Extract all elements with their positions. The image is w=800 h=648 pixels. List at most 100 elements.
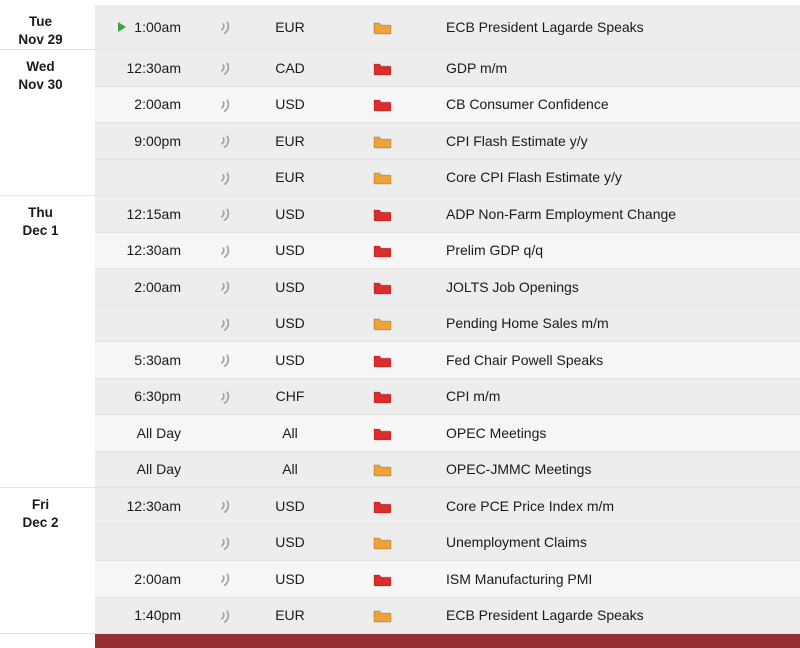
date-cell: Tue Nov 29 bbox=[0, 5, 95, 50]
date-cell: Wed Nov 30 bbox=[0, 49, 95, 196]
audio-cell bbox=[195, 232, 255, 269]
audio-cell bbox=[195, 305, 255, 342]
impact-icon bbox=[373, 21, 392, 35]
event-currency: USD bbox=[255, 86, 325, 123]
event-title: OPEC Meetings bbox=[440, 414, 800, 452]
event-time: 1:00am bbox=[134, 19, 181, 35]
event-row[interactable]: All Day All OPEC-JMMC Meetings bbox=[0, 451, 800, 488]
event-row[interactable]: 5:30am USD Fed Chair Powell Speaks bbox=[0, 341, 800, 379]
impact-cell bbox=[325, 341, 440, 379]
event-time-cell: 12:15am bbox=[95, 195, 195, 233]
impact-folder-icon bbox=[373, 537, 392, 550]
event-currency: USD bbox=[255, 305, 325, 342]
event-title: Prelim GDP q/q bbox=[440, 232, 800, 269]
event-time-cell bbox=[95, 524, 195, 561]
event-row[interactable]: Fri Dec 2 12:30am USD Core PCE Price Ind… bbox=[0, 487, 800, 634]
impact-folder-icon bbox=[373, 99, 392, 112]
impact-icon bbox=[373, 208, 392, 222]
audio-cell bbox=[195, 560, 255, 598]
event-currency: USD bbox=[255, 232, 325, 269]
impact-cell bbox=[325, 268, 440, 306]
impact-cell bbox=[325, 560, 440, 598]
impact-folder-icon bbox=[373, 245, 392, 258]
date-daynum: Dec 1 bbox=[22, 223, 59, 238]
event-time: 5:30am bbox=[134, 351, 181, 368]
event-title: Fed Chair Powell Speaks bbox=[440, 341, 800, 379]
event-title: CPI m/m bbox=[440, 378, 800, 415]
event-row[interactable]: 1:40pm EUR ECB President Lagarde Speaks bbox=[0, 597, 800, 634]
impact-icon bbox=[373, 500, 392, 514]
event-row[interactable]: 12:30am USD Prelim GDP q/q bbox=[0, 232, 800, 269]
impact-icon bbox=[373, 62, 392, 76]
event-currency: USD bbox=[255, 341, 325, 379]
event-currency: EUR bbox=[255, 122, 325, 160]
event-currency: USD bbox=[255, 268, 325, 306]
speech-waves-icon bbox=[220, 21, 230, 35]
event-time-cell: 2:00am bbox=[95, 268, 195, 306]
event-currency: EUR bbox=[255, 159, 325, 196]
event-currency: CAD bbox=[255, 49, 325, 87]
event-currency: USD bbox=[255, 487, 325, 525]
speech-waves-icon bbox=[220, 135, 230, 149]
event-row[interactable]: Tue Nov 29 1:00am EUR ECB President Laga… bbox=[0, 5, 800, 50]
audio-cell bbox=[195, 5, 255, 50]
impact-folder-icon bbox=[373, 574, 392, 587]
event-time-cell: All Day bbox=[95, 451, 195, 488]
event-time: All Day bbox=[136, 424, 181, 441]
event-time: 6:30pm bbox=[134, 388, 181, 405]
event-row[interactable]: EUR Core CPI Flash Estimate y/y bbox=[0, 159, 800, 196]
audio-cell bbox=[195, 86, 255, 123]
date-daynum: Dec 2 bbox=[22, 515, 59, 530]
event-row[interactable]: 2:00am USD CB Consumer Confidence bbox=[0, 86, 800, 123]
event-currency: All bbox=[255, 451, 325, 488]
speech-waves-icon bbox=[220, 391, 230, 404]
impact-folder-icon bbox=[373, 63, 392, 76]
audio-cell bbox=[195, 122, 255, 160]
impact-folder-icon bbox=[373, 22, 392, 35]
event-currency: EUR bbox=[255, 5, 325, 50]
audio-cell bbox=[195, 159, 255, 196]
event-time-cell: 5:30am bbox=[95, 341, 195, 379]
audio-cell bbox=[195, 49, 255, 87]
event-row[interactable]: Wed Nov 30 12:30am CAD GDP m/m bbox=[0, 49, 800, 196]
event-time: 2:00am bbox=[134, 96, 181, 113]
event-title: GDP m/m bbox=[440, 49, 800, 87]
audio-cell bbox=[195, 487, 255, 525]
impact-cell bbox=[325, 49, 440, 87]
event-currency: USD bbox=[255, 560, 325, 598]
impact-icon bbox=[373, 390, 392, 404]
impact-icon bbox=[373, 281, 392, 295]
impact-folder-icon bbox=[373, 136, 392, 149]
impact-icon bbox=[373, 317, 392, 331]
event-time-cell: 9:00pm bbox=[95, 122, 195, 160]
event-row[interactable]: 2:00am USD JOLTS Job Openings bbox=[0, 268, 800, 306]
event-title: ECB President Lagarde Speaks bbox=[440, 5, 800, 50]
event-time: 1:40pm bbox=[134, 607, 181, 624]
impact-folder-icon bbox=[373, 172, 392, 185]
event-row[interactable]: 6:30pm CHF CPI m/m bbox=[0, 378, 800, 415]
event-time-cell: 1:40pm bbox=[95, 597, 195, 634]
event-time-cell bbox=[95, 159, 195, 196]
event-row[interactable]: USD Unemployment Claims bbox=[0, 524, 800, 561]
impact-folder-icon bbox=[373, 282, 392, 295]
event-row[interactable]: Thu Dec 1 12:15am USD ADP Non-Farm Emplo… bbox=[0, 195, 800, 488]
next-row-partial[interactable] bbox=[95, 634, 800, 648]
impact-folder-icon bbox=[373, 464, 392, 477]
event-row[interactable]: USD Pending Home Sales m/m bbox=[0, 305, 800, 342]
impact-cell bbox=[325, 451, 440, 488]
up-next-triangle-icon bbox=[118, 22, 126, 32]
speech-waves-icon bbox=[220, 99, 230, 112]
event-row[interactable]: 9:00pm EUR CPI Flash Estimate y/y bbox=[0, 122, 800, 160]
event-row[interactable]: All Day All OPEC Meetings bbox=[0, 414, 800, 452]
impact-folder-icon bbox=[373, 428, 392, 441]
impact-folder-icon bbox=[373, 391, 392, 404]
impact-folder-icon bbox=[373, 209, 392, 222]
event-row[interactable]: 2:00am USD ISM Manufacturing PMI bbox=[0, 560, 800, 598]
economic-calendar-table: Tue Nov 29 1:00am EUR ECB President Laga… bbox=[0, 5, 800, 634]
event-time-cell: 6:30pm bbox=[95, 378, 195, 415]
audio-cell bbox=[195, 524, 255, 561]
audio-cell bbox=[195, 195, 255, 233]
audio-cell bbox=[195, 451, 255, 488]
event-currency: USD bbox=[255, 524, 325, 561]
impact-folder-icon bbox=[373, 355, 392, 368]
